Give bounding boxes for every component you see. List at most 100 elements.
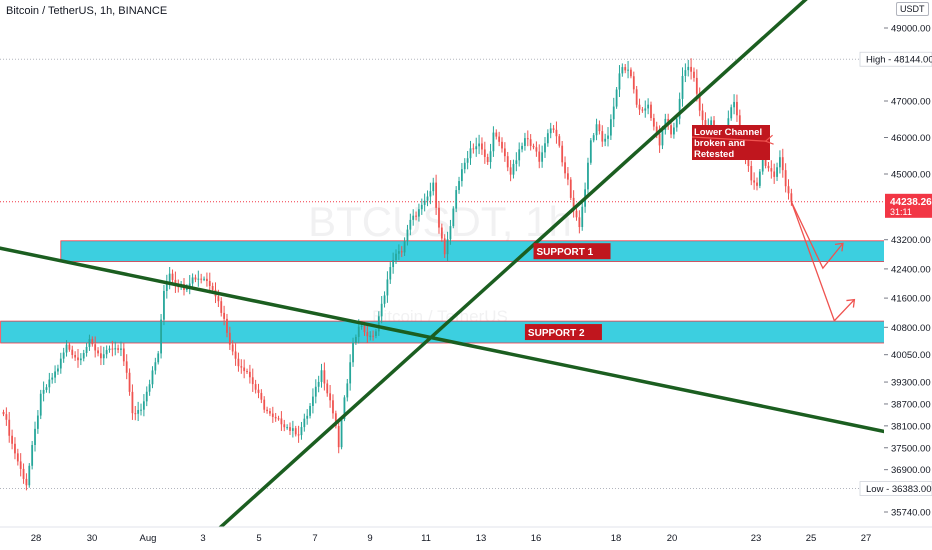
candle-body (157, 353, 160, 363)
candle-body (91, 339, 94, 345)
time-tick-label: 5 (256, 533, 261, 544)
candle-body (790, 193, 793, 202)
candle-body (612, 106, 615, 120)
candle-body (710, 120, 713, 126)
candle-body (713, 120, 715, 129)
candle-body (392, 260, 395, 268)
time-tick-label: 16 (531, 533, 542, 544)
candle-body (16, 453, 19, 462)
currency-badge[interactable]: USDT (896, 2, 929, 16)
candle-body (478, 143, 480, 147)
candle-body (251, 377, 254, 385)
candle-body (329, 393, 332, 401)
candle-body (297, 434, 300, 436)
candle-body (188, 283, 191, 287)
price-tick-label: 46000.00 (891, 133, 931, 144)
time-tick-label: Aug (140, 533, 157, 544)
candle-body (171, 273, 174, 280)
annotation-pointer (691, 136, 766, 142)
candle-body (627, 69, 629, 71)
candle-body (466, 158, 469, 163)
candle-body (197, 278, 200, 280)
candle-body (254, 384, 257, 390)
candle-body (168, 273, 171, 284)
time-tick-label: 25 (806, 533, 817, 544)
candle-body (220, 301, 223, 313)
candle-body (117, 348, 119, 350)
candle-body (635, 89, 638, 105)
candle-body (309, 405, 311, 416)
candle-body (68, 344, 71, 350)
candle-body (380, 303, 383, 317)
candle-body (395, 253, 397, 261)
candle-body (228, 332, 231, 345)
support-label: SUPPORT 1 (537, 247, 594, 258)
candle-body (317, 381, 320, 387)
candle-body (469, 148, 472, 159)
candle-body (102, 354, 105, 359)
candle-body (598, 124, 601, 132)
candle-body (286, 427, 289, 429)
candle-body (323, 370, 326, 384)
candle-body (449, 226, 452, 240)
candle-body (481, 143, 483, 150)
candle-body (369, 335, 372, 337)
candle-body (475, 146, 478, 150)
price-tick-label: 42400.00 (891, 264, 931, 275)
candle-body (25, 478, 28, 486)
candle-body (2, 411, 5, 415)
candle-body (595, 124, 598, 136)
candle-body (59, 358, 62, 369)
candle-body (564, 162, 566, 174)
candle-body (406, 229, 409, 242)
candle-body (756, 182, 758, 186)
projection-arrowhead-1 (834, 242, 844, 252)
candle-body (521, 145, 523, 150)
candle-body (100, 353, 102, 359)
time-axis-bg (0, 527, 932, 550)
candle-body (269, 411, 271, 414)
candle-body (489, 151, 492, 163)
candle-body (455, 190, 458, 209)
candle-body (747, 156, 750, 167)
candle-body (684, 70, 687, 76)
candle-body (283, 424, 286, 428)
candle-body (125, 361, 128, 373)
candle-body (670, 125, 672, 135)
candle-body (773, 171, 776, 177)
candle-body (632, 76, 635, 90)
candle-body (446, 239, 449, 255)
candle-body (733, 101, 735, 108)
candle-body (11, 435, 13, 444)
trendlines (0, 0, 901, 536)
candle-body (62, 352, 65, 359)
candle-body (412, 215, 415, 220)
candle-body (386, 279, 389, 296)
candle-body (776, 167, 778, 177)
candle-body (389, 267, 392, 280)
time-tick-label: 28 (31, 533, 42, 544)
candle-body (48, 379, 51, 388)
candle-body (630, 69, 632, 77)
candle-body (472, 148, 475, 150)
candle-body (277, 418, 280, 420)
candle-body (303, 418, 306, 428)
candle-body (569, 179, 572, 198)
candle-body (750, 166, 753, 181)
candle-body (758, 171, 761, 186)
candle-body (134, 413, 137, 415)
candle-body (246, 371, 248, 373)
candle-body (701, 110, 704, 121)
candle-body (160, 319, 162, 354)
candle-body (237, 358, 240, 367)
candle-body (142, 401, 145, 410)
candle-body (658, 133, 661, 146)
candle-body (39, 393, 42, 416)
price-tick-label: 40050.00 (891, 350, 931, 361)
candle-body (587, 162, 589, 190)
price-tick-label: 38700.00 (891, 399, 931, 410)
candle-body (681, 75, 684, 99)
candle-body (260, 392, 263, 400)
